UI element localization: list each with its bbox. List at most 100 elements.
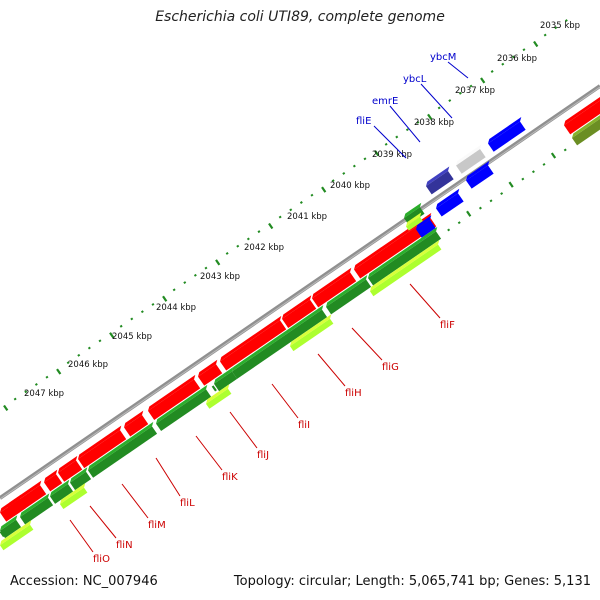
outer-tick: [56, 368, 62, 375]
reverse-cds-top: [326, 274, 368, 307]
outer-tick: [34, 383, 38, 386]
gene-label: ybcL: [403, 74, 427, 85]
outer-tick: [543, 33, 547, 37]
gene-leader: [420, 83, 453, 119]
outer-tick: [130, 317, 134, 321]
blue-feature: [416, 219, 436, 238]
reverse-cds-top: [232, 305, 324, 372]
outer-tick: [554, 26, 558, 30]
inner-tick: [521, 177, 525, 181]
outer-tick: [384, 142, 388, 146]
gc-feature: [60, 487, 88, 510]
outer-tick: [405, 128, 409, 132]
gc-feature-top: [290, 314, 332, 347]
forward-cds: [124, 415, 149, 437]
feature-track: [0, 96, 600, 551]
kbp-label: 2036 kbp: [497, 54, 537, 64]
gene-leader: [155, 457, 181, 497]
gene-label: fliF: [440, 320, 455, 331]
gene-leader: [351, 327, 383, 361]
blue-feature: [436, 193, 464, 217]
gc-feature: [290, 318, 334, 352]
forward-cds: [58, 460, 83, 482]
kbp-label: 2040 kbp: [330, 181, 370, 191]
ybcM-feature: [488, 121, 526, 152]
blue-feature-top: [466, 160, 490, 181]
reverse-cds: [20, 497, 54, 525]
outer-tick: [204, 266, 208, 270]
reverse-cds: [326, 279, 372, 315]
reverse-cds: [156, 389, 212, 432]
inner-tick: [563, 148, 567, 152]
reverse-cds: [232, 309, 328, 379]
reverse-cds-top: [156, 384, 208, 424]
gene-label: fliK: [222, 472, 238, 483]
gene-leader: [195, 435, 223, 471]
forward-cds-top: [148, 374, 196, 411]
outer-tick: [162, 295, 168, 302]
outer-tick: [289, 208, 293, 212]
inner-tick: [500, 192, 504, 196]
fliE-feature: [404, 207, 425, 225]
reverse-cds: [368, 231, 442, 286]
reverse-cds: [88, 426, 158, 478]
outer-tick: [469, 84, 473, 88]
forward-cds-top: [78, 425, 122, 459]
map-title: Escherichia coli UTI89, complete genome: [155, 9, 445, 25]
kbp-label: 2046 kbp: [68, 360, 108, 370]
forward-cds-top: [282, 295, 312, 319]
gene-leader: [69, 519, 94, 553]
gc-feature-top: [206, 384, 230, 404]
kbp-label: 2044 kbp: [156, 303, 196, 313]
gene-label: fliH: [345, 388, 362, 399]
kbp-label: 2039 kbp: [372, 150, 412, 160]
kbp-label: 2043 kbp: [200, 272, 240, 282]
fliE-feature-top: [404, 202, 422, 219]
kbp-label: 2042 kbp: [244, 243, 284, 253]
outer-tick: [564, 19, 568, 22]
forward-cds: [354, 217, 437, 279]
inner-tick: [508, 181, 514, 188]
gc-feature-top: [370, 240, 440, 292]
gene-leader: [229, 411, 258, 449]
inner-tick: [211, 385, 217, 392]
outer-tick: [246, 237, 250, 241]
outer-tick: [268, 222, 274, 230]
accession-text: Accession: NC_007946: [10, 574, 158, 589]
fliE-gc-top: [406, 212, 422, 227]
gene-leader: [271, 383, 299, 419]
outer-tick: [172, 288, 176, 292]
forward-cds: [78, 430, 127, 469]
outer-tick: [448, 99, 452, 103]
inner-tick: [466, 210, 472, 217]
forward-cds: [312, 272, 357, 308]
reverse-cds: [214, 371, 238, 392]
gene-label: ybcM: [430, 52, 456, 63]
gene-leader: [409, 283, 441, 319]
forward-cds-top: [220, 315, 282, 362]
blue-feature: [466, 165, 494, 189]
outer-tick: [374, 150, 380, 157]
forward-cds: [8, 485, 47, 517]
outer-tick: [77, 353, 81, 357]
outer-tick: [3, 404, 9, 412]
outer-tick: [480, 77, 486, 84]
outer-tick: [109, 332, 115, 339]
genome-backbone: [0, 84, 600, 500]
inner-tick: [447, 228, 451, 232]
kbp-label: 2038 kbp: [414, 118, 454, 128]
forward-cds: [44, 474, 63, 492]
outer-tick: [416, 120, 420, 124]
outer-tick: [331, 179, 335, 183]
gc-feature: [370, 244, 442, 297]
genome-backbone-highlight: [0, 86, 600, 500]
outer-tick-ring: [3, 19, 568, 412]
kbp-label: 2041 kbp: [287, 212, 327, 222]
outer-tick: [45, 375, 49, 379]
gene-label: fliM: [148, 520, 166, 531]
emrE-feature: [426, 170, 454, 195]
outer-tick: [193, 273, 197, 277]
reverse-cds: [70, 471, 92, 491]
